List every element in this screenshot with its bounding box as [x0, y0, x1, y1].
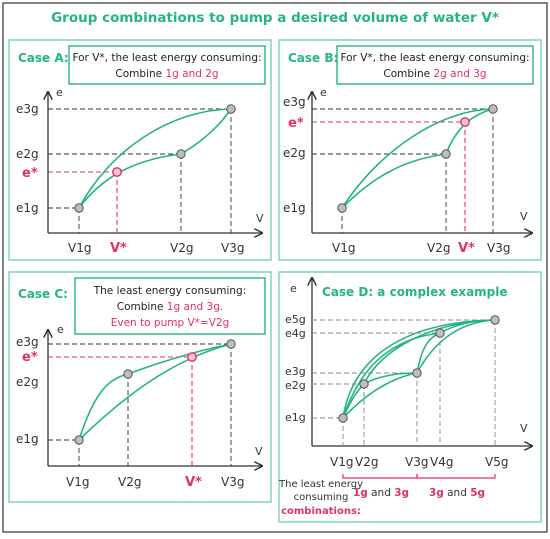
case-b-node-1g [337, 203, 347, 213]
case-d-node-2g [359, 379, 369, 389]
case-b-axis-v: V [520, 210, 528, 223]
case-a-axis-e: e [56, 86, 63, 99]
case-b-label-e2g: e2g [283, 146, 306, 160]
case-d-combo-1: 1g and 3g [353, 487, 409, 499]
case-b-panel: Case B: For V*, the least energy consumi… [278, 39, 542, 261]
case-b-label-v2g: V2g [427, 241, 450, 255]
case-a-node-star [112, 167, 122, 177]
case-d-combo-2: 3g and 5g [429, 487, 485, 499]
case-b-note-line1: For V*, the least energy consuming: [340, 52, 529, 64]
case-d-legend-line3: combinations: [281, 506, 361, 517]
case-a-node-3g [226, 104, 236, 114]
case-b-node-star [460, 117, 470, 127]
case-d-panel: Case D: a complex example e V [278, 271, 542, 523]
case-b-axis-e: e [320, 86, 327, 99]
case-c-estar-guides [48, 356, 193, 466]
case-b-label-vstar: V* [458, 241, 475, 256]
case-d-node-5g [490, 315, 500, 325]
case-a-label-e3g: e3g [16, 102, 39, 116]
case-c-label-estar: e* [22, 350, 38, 365]
case-a-node-1g [74, 203, 84, 213]
case-c-label-v1g: V1g [66, 475, 89, 489]
case-c-node-3g [226, 339, 236, 349]
case-b-note-line2: Combine 2g and 3g [383, 68, 486, 80]
case-b-note-box [336, 45, 534, 85]
case-a-note-line1: For V*, the least energy consuming: [72, 52, 261, 64]
figure-title: Group combinations to pump a desired vol… [51, 10, 499, 26]
case-d-label: Case D: a complex example [322, 285, 508, 299]
case-a-axis-v: V [256, 212, 264, 225]
case-b-label: Case B: [288, 51, 338, 65]
case-c-label-v3g: V3g [221, 475, 244, 489]
case-b-estar-guides [312, 121, 466, 233]
case-c-note-line3: Even to pump V*=V2g [111, 317, 230, 329]
case-d-axis-e: e [290, 282, 297, 295]
case-c-note-line1: The least energy consuming: [93, 285, 247, 297]
case-b-label-v1g: V1g [332, 241, 355, 255]
case-d-label-e1g: e1g [285, 411, 306, 424]
case-a-panel: Case A: For V*, the least energy consumi… [8, 39, 272, 261]
case-c-label-e1g: e1g [16, 432, 39, 446]
case-c-node-2g [123, 369, 133, 379]
case-d-label-e3g: e3g [285, 365, 306, 378]
case-d-label-v5g: V5g [485, 455, 508, 469]
case-a-node-2g [176, 149, 186, 159]
case-c-label-e3g: e3g [16, 335, 39, 349]
case-a-label: Case A: [18, 51, 69, 65]
case-a-label-estar: e* [22, 166, 38, 181]
case-b-label-estar: e* [288, 116, 304, 131]
case-b-label-e3g: e3g [283, 95, 306, 109]
case-a-note-line2: Combine 1g and 2g [115, 68, 218, 80]
case-d-legend-line1: The least energy [278, 479, 363, 490]
case-a-label-v1g: V1g [68, 241, 91, 255]
case-a-estar-guides [48, 171, 118, 233]
case-d-label-v2g: V2g [355, 455, 378, 469]
case-c-axis-e: e [57, 323, 64, 336]
case-d-label-v4g: V4g [430, 455, 453, 469]
case-d-axis-v: V [520, 422, 528, 435]
case-b-node-2g [441, 149, 451, 159]
case-d-bracket-2 [416, 474, 496, 479]
case-d-node-1g [338, 413, 348, 423]
case-c-label-vstar: V* [185, 475, 202, 490]
case-a-label-v2g: V2g [170, 241, 193, 255]
case-c-note-box [74, 277, 266, 335]
case-a-note-box [68, 45, 266, 85]
case-d-label-e4g: e4g [285, 327, 306, 340]
case-c-label-v2g: V2g [118, 475, 141, 489]
case-c-label-e2g: e2g [16, 375, 39, 389]
case-d-label-e5g: e5g [285, 313, 306, 326]
case-c-panel: Case C: The least energy consuming: Comb… [8, 271, 272, 503]
case-d-node-4g [435, 328, 445, 338]
case-d-curves [342, 319, 496, 419]
outer-frame [2, 2, 548, 533]
case-d-node-3g [412, 368, 422, 378]
case-a-label-vstar: V* [110, 241, 127, 256]
case-a-label-e1g: e1g [16, 201, 39, 215]
case-d-label-e2g: e2g [285, 379, 306, 392]
case-d-label-v3g: V3g [405, 455, 428, 469]
case-c-axis-v: V [255, 445, 263, 458]
case-c-note-line2: Combine 1g and 3g. [117, 301, 224, 313]
case-c-node-star [187, 352, 197, 362]
case-b-node-3g [488, 104, 498, 114]
case-d-legend-line2: consuming [294, 492, 349, 503]
case-a-label-v3g: V3g [221, 241, 244, 255]
case-c-node-1g [74, 435, 84, 445]
case-c-label: Case C: [18, 287, 68, 301]
case-b-label-v3g: V3g [487, 241, 510, 255]
case-d-label-v1g: V1g [330, 455, 353, 469]
case-b-label-e1g: e1g [283, 201, 306, 215]
case-a-label-e2g: e2g [16, 147, 39, 161]
